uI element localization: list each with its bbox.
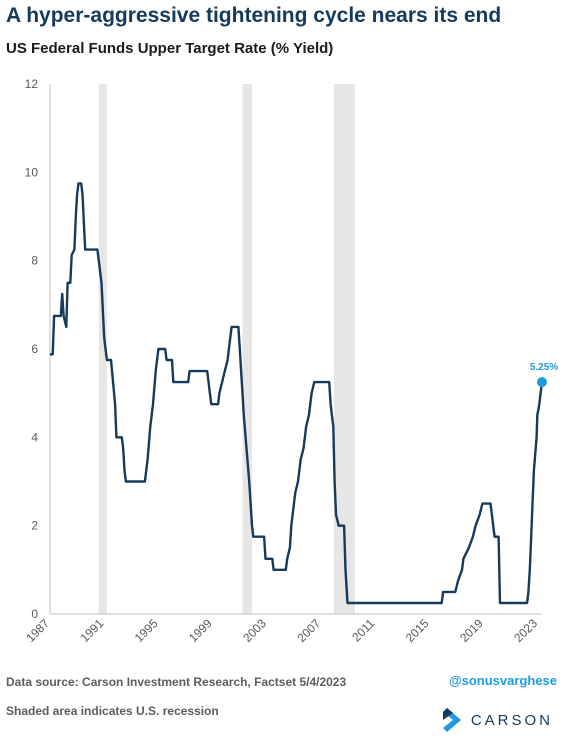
y-tick-label: 6 xyxy=(31,342,38,356)
y-tick-label: 4 xyxy=(31,430,38,444)
latest-rate-point xyxy=(537,377,547,388)
y-tick-label: 8 xyxy=(31,254,38,268)
x-tick-label: 2019 xyxy=(457,616,486,645)
carson-logo-text: CARSON xyxy=(470,711,553,729)
data-source-note: Data source: Carson Investment Research,… xyxy=(6,675,347,689)
chart-subtitle: US Federal Funds Upper Target Rate (% Yi… xyxy=(6,40,334,57)
x-tick-label: 2011 xyxy=(349,616,377,644)
latest-rate-label: 5.25% xyxy=(530,362,558,373)
carson-logo-icon xyxy=(442,708,461,732)
author-handle: @sonusvarghese xyxy=(448,673,557,688)
chart-title: A hyper-aggressive tightening cycle near… xyxy=(6,4,502,27)
y-tick-label: 12 xyxy=(25,77,39,91)
x-tick-label: 1991 xyxy=(78,616,107,645)
line-chart: 0 2 4 6 8 10 12 1987 1991 1995 1999 2003 2007 2011 201… xyxy=(23,77,558,645)
recession-band xyxy=(333,84,355,614)
x-tick-label: 1987 xyxy=(23,616,52,645)
recession-note: Shaded area indicates U.S. recession xyxy=(6,704,219,718)
recession-band xyxy=(242,84,252,614)
y-tick-label: 2 xyxy=(31,519,38,533)
y-tick-label: 0 xyxy=(31,607,38,621)
x-tick-label: 1995 xyxy=(132,616,161,645)
x-tick-label: 1999 xyxy=(186,616,215,645)
x-tick-label: 2007 xyxy=(294,616,323,645)
x-tick-label: 2003 xyxy=(240,616,269,645)
fed-funds-rate-line xyxy=(50,182,544,605)
x-tick-label: 2023 xyxy=(511,616,540,645)
x-tick-label: 2015 xyxy=(403,616,432,645)
y-tick-label: 10 xyxy=(25,165,39,179)
carson-logo: CARSON xyxy=(442,708,553,732)
recession-band xyxy=(98,84,107,614)
